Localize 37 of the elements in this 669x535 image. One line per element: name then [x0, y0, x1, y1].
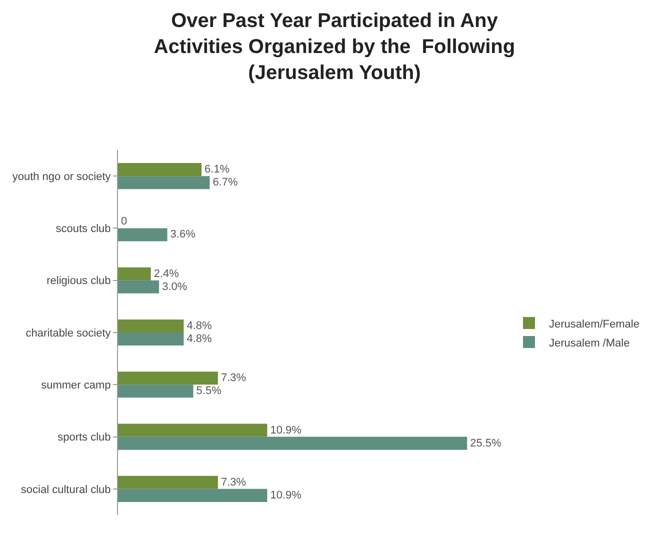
bar — [118, 488, 268, 502]
data-label: 7.3% — [220, 476, 246, 488]
data-label: 7.3% — [220, 372, 246, 384]
bar — [118, 372, 218, 385]
legend-label: Jerusalem /Male — [549, 337, 630, 350]
bar — [118, 384, 194, 398]
y-tick-label: sports club — [58, 432, 111, 444]
legend-label: Jerusalem/Female — [549, 318, 640, 330]
y-tick-label: social cultural club — [20, 484, 111, 496]
bar — [118, 424, 268, 437]
data-label: 3.6% — [170, 228, 196, 241]
data-label: 10.9% — [270, 489, 302, 502]
data-label: 4.8% — [186, 320, 212, 332]
bar — [118, 436, 468, 450]
y-tick-label: youth ngo or society — [12, 170, 112, 183]
chart-title: Over Past Year Participated in Any Activities Organized by the Following (Jerusalem Youth) — [154, 10, 516, 84]
data-label: 10.9% — [270, 424, 302, 436]
data-label: 5.5% — [196, 385, 222, 398]
data-label: 6.7% — [212, 176, 238, 189]
data-label: 2.4% — [154, 268, 180, 280]
y-tick-label: summer camp — [41, 379, 111, 392]
bar — [118, 332, 184, 346]
data-label: 3.0% — [162, 280, 188, 293]
data-label: 0 — [121, 216, 128, 228]
y-tick-label: scouts club — [56, 223, 111, 236]
bar — [118, 176, 210, 190]
bar — [118, 319, 184, 332]
bar — [118, 267, 151, 280]
bar — [118, 163, 202, 176]
y-tick-label: religious club — [46, 275, 111, 288]
bar — [118, 476, 218, 489]
bar — [118, 280, 160, 294]
data-label: 6.1% — [204, 164, 230, 176]
bar — [118, 228, 168, 242]
y-tick-label: charitable society — [26, 327, 112, 340]
data-label: 25.5% — [470, 437, 502, 450]
data-label: 4.8% — [186, 333, 212, 346]
